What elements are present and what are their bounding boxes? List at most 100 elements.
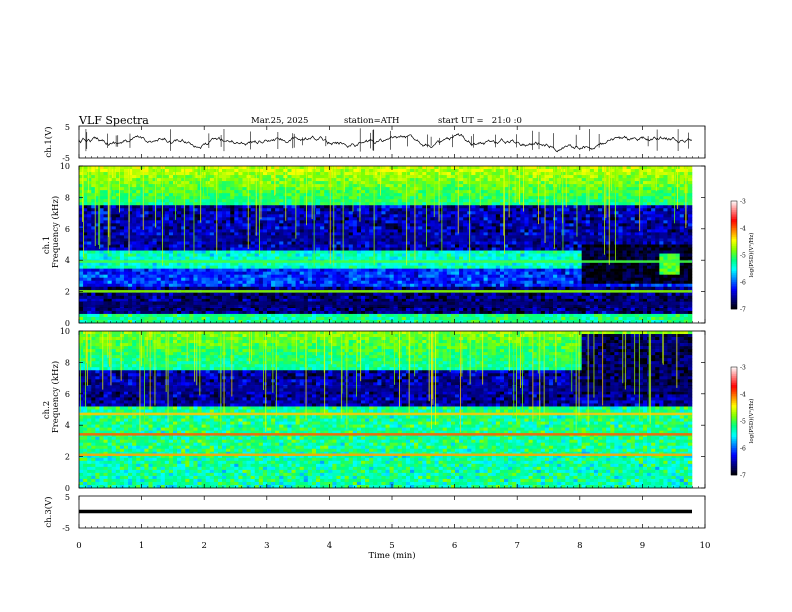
spectrogram-cell bbox=[381, 175, 386, 179]
spectrogram-cell bbox=[610, 217, 615, 221]
spectrogram-cell bbox=[491, 262, 497, 266]
spectrogram-cell bbox=[561, 220, 566, 224]
spectrogram-cell bbox=[397, 241, 403, 245]
spectrogram-cell bbox=[393, 166, 399, 170]
spectrogram-cell bbox=[123, 256, 129, 260]
spectrogram-cell bbox=[356, 172, 362, 176]
spectrogram-cell bbox=[593, 172, 599, 176]
spectrogram-cell bbox=[397, 202, 403, 206]
spectrogram-cell bbox=[148, 229, 153, 233]
spectrogram-cell bbox=[438, 208, 444, 212]
spectrogram-cell bbox=[638, 190, 644, 194]
spectrogram-cell bbox=[626, 220, 631, 224]
spectrogram-cell bbox=[483, 256, 488, 260]
spectrogram-cell bbox=[679, 220, 685, 224]
spectrogram-cell bbox=[450, 196, 456, 200]
spectrogram-cell bbox=[373, 241, 378, 245]
spectrogram-cell bbox=[679, 181, 685, 185]
spectrogram-cell bbox=[295, 217, 300, 221]
spectrogram-cell bbox=[454, 193, 460, 197]
spectrogram-cell bbox=[516, 205, 521, 209]
spectrogram-cell bbox=[516, 190, 521, 194]
spectrogram-cell bbox=[651, 250, 656, 254]
spectrogram-cell bbox=[238, 202, 243, 206]
spectrogram-cell bbox=[295, 256, 300, 260]
spectrogram-cell bbox=[103, 208, 108, 212]
spectrogram-cell bbox=[181, 178, 186, 182]
spectrogram-cell bbox=[577, 196, 582, 200]
spectrogram-cell bbox=[303, 169, 309, 173]
spectrogram-cell bbox=[258, 229, 264, 233]
spectrogram-cell bbox=[659, 232, 664, 236]
spectrogram-cell bbox=[99, 232, 104, 236]
spectrogram-cell bbox=[414, 187, 419, 191]
spectrogram-cell bbox=[524, 220, 529, 224]
spectrogram-cell bbox=[348, 253, 354, 257]
spectrogram-cell bbox=[324, 217, 329, 221]
spectrogram-cell bbox=[520, 205, 525, 209]
spectrogram-cell bbox=[630, 244, 636, 248]
spectrogram-cell bbox=[508, 262, 513, 266]
spectrogram-cell bbox=[91, 166, 96, 170]
spectrogram-cell bbox=[593, 196, 599, 200]
spectrogram-cell bbox=[275, 241, 280, 245]
spectrogram-cell bbox=[132, 193, 137, 197]
spectrogram-cell bbox=[213, 223, 219, 227]
spectrogram-cell bbox=[254, 256, 260, 260]
spectrogram-cell bbox=[651, 196, 656, 200]
spectrogram-cell bbox=[197, 202, 202, 206]
spectrogram-cell bbox=[459, 211, 464, 215]
spectrogram-cell bbox=[197, 250, 202, 254]
spectrogram-cell bbox=[569, 217, 574, 221]
spectrogram-cell bbox=[389, 214, 394, 218]
spectrogram-cell bbox=[365, 190, 370, 194]
spectrogram-cell bbox=[246, 250, 251, 254]
spectrogram-cell bbox=[426, 175, 431, 179]
spectrogram-cell bbox=[316, 223, 321, 227]
spectrogram-cell bbox=[369, 199, 374, 203]
spectrogram-cell bbox=[630, 226, 636, 230]
spectrogram-cell bbox=[512, 214, 517, 218]
spectrogram-cell bbox=[651, 241, 656, 245]
spectrogram-cell bbox=[262, 214, 268, 218]
spectrogram-cell bbox=[528, 232, 533, 236]
spectrogram-cell bbox=[569, 202, 574, 206]
spectrogram-cell bbox=[483, 223, 488, 227]
spectrogram-cell bbox=[287, 205, 292, 209]
spectrogram-cell bbox=[438, 181, 444, 185]
spectrogram-cell bbox=[381, 256, 386, 260]
spectrogram-cell bbox=[205, 262, 211, 266]
spectrogram-cell bbox=[250, 193, 256, 197]
spectrogram-cell bbox=[651, 253, 656, 257]
spectrogram-cell bbox=[618, 184, 623, 188]
spectrogram-cell bbox=[663, 172, 668, 176]
spectrogram-cell bbox=[119, 223, 125, 227]
spectrogram-cell bbox=[479, 208, 484, 212]
spectrogram-cell bbox=[250, 241, 256, 245]
spectrogram-cell bbox=[369, 214, 374, 218]
spectrogram-cell bbox=[295, 244, 300, 248]
spectrogram-cell bbox=[336, 172, 341, 176]
spectrogram-cell bbox=[213, 175, 219, 179]
spectrogram-cell bbox=[598, 196, 603, 200]
spectrogram-cell bbox=[553, 202, 558, 206]
spectrogram-cell bbox=[414, 172, 419, 176]
spectrogram-cell bbox=[320, 220, 325, 224]
spectrogram-cell bbox=[83, 253, 88, 257]
spectrogram-cell bbox=[577, 181, 582, 185]
spectrogram-cell bbox=[414, 241, 419, 245]
spectrogram-cell bbox=[205, 202, 211, 206]
spectrogram-cell bbox=[442, 223, 448, 227]
spectrogram-cell bbox=[606, 220, 611, 224]
spectrogram-cell bbox=[299, 223, 305, 227]
spectrogram-cell bbox=[381, 184, 386, 188]
spectrogram-cell bbox=[585, 199, 591, 203]
spectrogram-cell bbox=[434, 202, 439, 206]
spectrogram-cell bbox=[266, 229, 272, 233]
spectrogram-cell bbox=[405, 232, 411, 236]
spectrogram-cell bbox=[103, 250, 108, 254]
spectrogram-cell bbox=[434, 178, 439, 182]
spectrogram-cell bbox=[426, 199, 431, 203]
spectrogram-cell bbox=[606, 232, 611, 236]
spectrogram-cell bbox=[487, 250, 493, 254]
